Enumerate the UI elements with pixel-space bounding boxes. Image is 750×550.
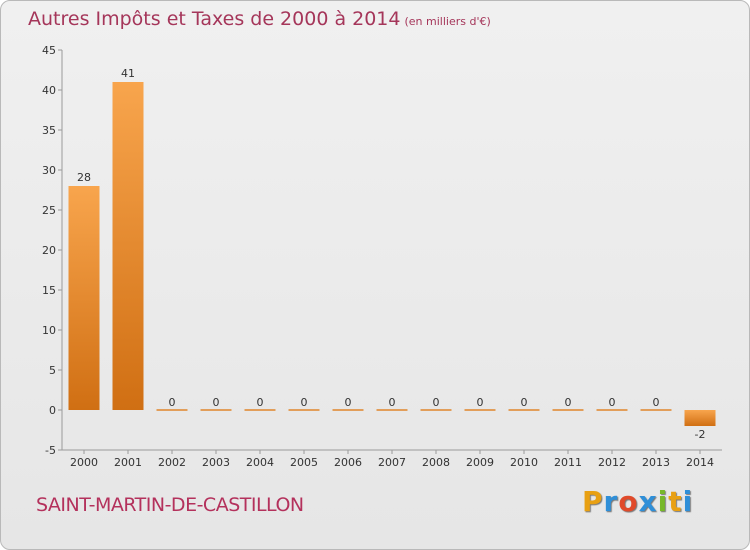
data-label: 0 [257,396,264,409]
proxiti-logo: Proxiti [582,485,693,518]
x-tick-label: 2009 [466,456,494,469]
logo-letter: i [682,485,694,518]
logo-letter: x [638,485,658,518]
chart-title-text: Autres Impôts et Taxes de 2000 à 2014 [28,8,401,30]
bar [684,410,716,426]
y-tick-label: 15 [42,284,56,297]
data-label: 0 [609,396,616,409]
x-tick-label: 2000 [70,456,98,469]
y-tick-label: 25 [42,204,56,217]
data-label: 0 [433,396,440,409]
x-tick-label: 2004 [246,456,274,469]
x-tick-label: 2006 [334,456,362,469]
x-tick-label: 2002 [158,456,186,469]
logo-letter: P [582,485,604,518]
data-label: 0 [565,396,572,409]
x-tick-label: 2008 [422,456,450,469]
commune-name: SAINT-MARTIN-DE-CASTILLON [36,494,304,516]
x-tick-label: 2013 [642,456,670,469]
y-tick-label: 20 [42,244,56,257]
chart-title: Autres Impôts et Taxes de 2000 à 2014 (en… [28,8,491,30]
x-tick-label: 2003 [202,456,230,469]
y-tick-label: 40 [42,84,56,97]
data-label: 0 [653,396,660,409]
chart-bars [68,82,716,426]
data-label: 0 [169,396,176,409]
y-tick-label: 5 [49,364,56,377]
y-tick-label: 30 [42,164,56,177]
data-label: -2 [695,428,706,441]
x-tick-label: 2011 [554,456,582,469]
y-tick-label: 0 [49,404,56,417]
data-label: 41 [121,67,135,80]
x-tick-label: 2012 [598,456,626,469]
data-label: 0 [389,396,396,409]
x-tick-label: 2010 [510,456,538,469]
y-tick-label: 35 [42,124,56,137]
logo-letter: o [618,485,639,518]
bar [68,186,100,410]
y-tick-label: 10 [42,324,56,337]
y-tick-label: 45 [42,44,56,57]
data-label: 0 [345,396,352,409]
data-label: 0 [521,396,528,409]
x-tick-label: 2014 [686,456,714,469]
data-label: 0 [477,396,484,409]
x-tick-label: 2005 [290,456,318,469]
x-tick-label: 2001 [114,456,142,469]
bar [112,82,144,410]
logo-letter: i [657,485,669,518]
chart-data-labels: 28 41 0 0 0 0 0 0 0 0 0 0 0 0 -2 [77,67,705,441]
logo-letter: r [603,485,619,518]
chart-subtitle: (en milliers d'€) [404,15,491,28]
data-label: 0 [213,396,220,409]
y-tick-label: -5 [45,444,56,457]
logo-letter: t [668,485,683,518]
data-label: 0 [301,396,308,409]
x-tick-label: 2007 [378,456,406,469]
data-label: 28 [77,171,91,184]
chart-axes: -5 0 5 10 15 20 25 30 35 40 45 2000 2001 2002 2003 2004… [42,44,722,469]
